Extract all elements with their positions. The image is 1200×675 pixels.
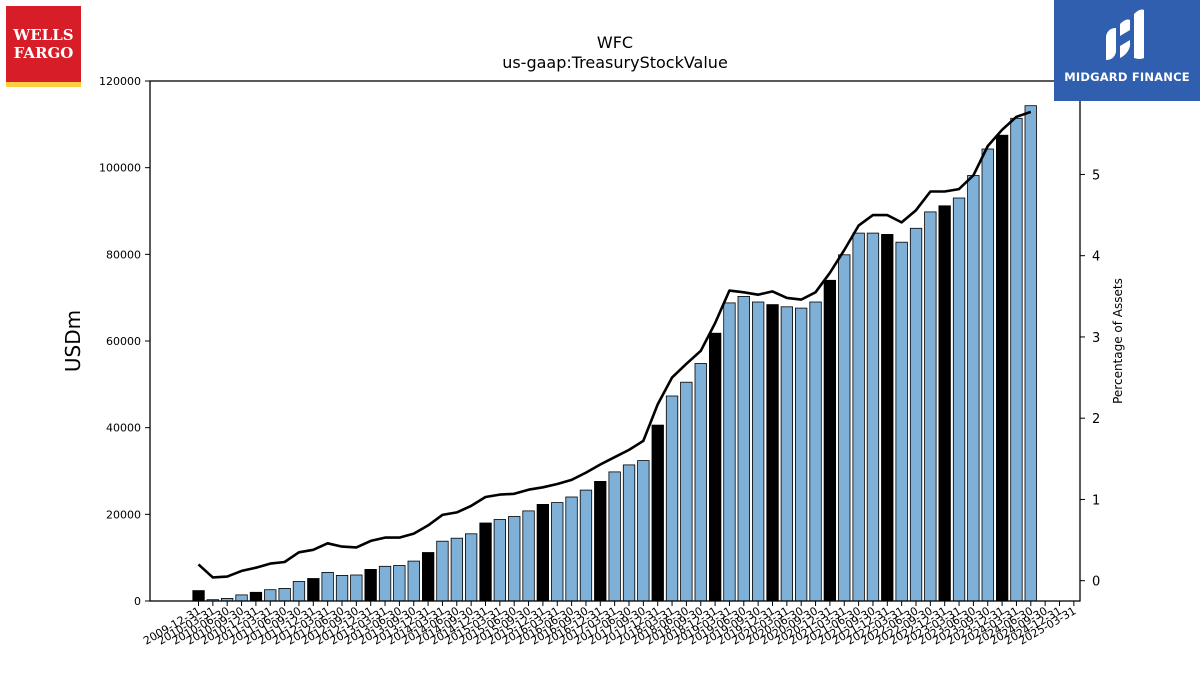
bar (866, 232, 880, 602)
bar (450, 537, 464, 602)
bar (278, 588, 291, 602)
y-tick-label: 40000 (106, 422, 141, 435)
bar (536, 503, 549, 602)
logo-yellow-stripe (6, 82, 81, 87)
midgard-mark-icon (1106, 9, 1144, 60)
logo-line-2: FARGO (13, 44, 74, 62)
bar (522, 510, 535, 602)
chart-subtitle: us-gaap:TreasuryStockValue (502, 53, 728, 72)
y-tick-label: 120000 (99, 75, 141, 88)
bar (938, 205, 951, 602)
bar (551, 502, 564, 602)
bar (637, 460, 650, 602)
y-tick-label: 0 (134, 595, 141, 608)
y2-tick-label: 2 (1092, 412, 1100, 427)
bar (752, 301, 765, 602)
bar (335, 575, 349, 602)
bar (436, 540, 449, 602)
y2-tick-label: 0 (1092, 575, 1100, 590)
bar (895, 241, 908, 602)
wells-fargo-logo: WELLS FARGO (6, 6, 81, 87)
bar (766, 304, 779, 602)
y-tick-label: 60000 (106, 335, 141, 348)
logo-red-panel (6, 6, 81, 82)
y-tick-label: 20000 (106, 508, 141, 521)
bar (464, 533, 478, 602)
bar (651, 424, 664, 602)
bar (694, 363, 707, 602)
bar (709, 332, 722, 602)
bar (924, 211, 937, 602)
bar (493, 519, 507, 602)
bar (680, 381, 693, 602)
bar (795, 307, 808, 602)
bar (665, 395, 679, 602)
bar (952, 197, 966, 602)
y2-tick-label: 4 (1092, 250, 1100, 265)
bar (421, 552, 435, 602)
bar (594, 480, 607, 602)
bar (479, 522, 492, 602)
bar (909, 227, 923, 602)
bar (393, 565, 406, 602)
bar (608, 471, 621, 602)
bar (838, 254, 851, 602)
bar (364, 569, 377, 602)
logo-line-1: WELLS (13, 26, 74, 44)
bar (249, 591, 263, 602)
bar (292, 581, 306, 602)
bar (378, 565, 392, 602)
bar (881, 233, 894, 602)
bar (981, 148, 994, 602)
bar (307, 578, 320, 602)
bar (852, 232, 865, 602)
bar (565, 496, 578, 602)
bar (508, 516, 521, 602)
bar (350, 574, 363, 602)
y2-axis-label: Percentage of Assets (1111, 278, 1125, 404)
y2-tick-label: 5 (1092, 168, 1100, 183)
bar (809, 301, 822, 602)
bar (723, 302, 736, 602)
bar (1024, 105, 1037, 602)
y2-tick-label: 1 (1092, 493, 1100, 508)
bar (235, 594, 248, 602)
bar (264, 589, 277, 602)
bar (737, 295, 750, 602)
bar (622, 464, 636, 602)
bar (967, 175, 980, 602)
y-axis-label: USDm (61, 310, 85, 372)
midgard-finance-logo: MIDGARD FINANCE (1054, 0, 1200, 101)
y2-tick-label: 3 (1092, 331, 1100, 346)
y-tick-label: 80000 (106, 248, 141, 261)
bar (579, 489, 593, 602)
y-tick-label: 100000 (99, 162, 141, 175)
chart-title: WFC (597, 33, 633, 52)
percent-of-assets-line (197, 110, 1032, 579)
bar (780, 306, 793, 602)
midgard-finance-name: MIDGARD FINANCE (1064, 70, 1190, 84)
bar (1010, 117, 1023, 602)
bar (996, 134, 1009, 602)
bar (192, 590, 205, 602)
bar (823, 279, 836, 602)
bar (321, 572, 334, 602)
bar (407, 560, 420, 602)
